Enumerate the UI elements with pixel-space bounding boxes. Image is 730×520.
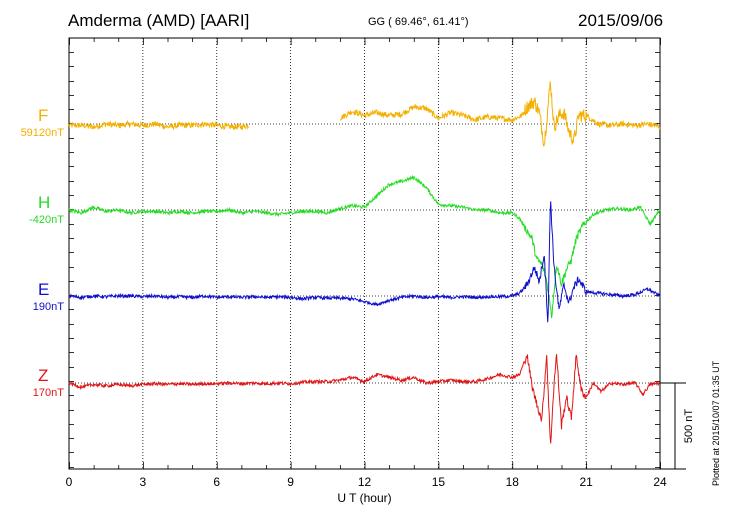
channel-label-f: F [38, 106, 49, 125]
series-line-z [68, 354, 660, 444]
x-tick-label: 24 [653, 475, 667, 489]
x-tick-label: 21 [579, 475, 593, 489]
channel-baseline-z: 170nT [32, 387, 64, 399]
x-tick-label: 3 [140, 475, 147, 489]
geographic-coordinates: GG ( 69.46°, 61.41°) [368, 16, 469, 28]
series-line-e [68, 201, 661, 323]
x-tick-label: 18 [506, 475, 520, 489]
channel-label-e: E [38, 280, 50, 299]
x-tick-label: 12 [358, 475, 372, 489]
plot-frame [68, 37, 661, 470]
x-tick-label: 6 [213, 475, 220, 489]
scale-bar-label: 500 nT [683, 409, 695, 444]
channel-baseline-f: 59120nT [20, 127, 64, 139]
channel-label-h: H [38, 193, 51, 212]
series-line-h [68, 174, 661, 319]
plot-date: 2015/09/06 [578, 11, 664, 30]
station-title: Amderma (AMD) [AARI] [68, 11, 250, 30]
series-line-f [68, 81, 661, 147]
x-axis-label: U T (hour) [337, 491, 391, 505]
channel-baseline-e: 190nT [32, 301, 64, 313]
x-tick-label: 9 [287, 475, 294, 489]
x-tick-label: 15 [432, 475, 446, 489]
channel-baseline-h: -420nT [29, 214, 64, 226]
plotted-timestamp: Plotted at 2015/10/07 01:35 UT [711, 360, 721, 486]
x-tick-label: 0 [66, 475, 73, 489]
channel-label-z: Z [38, 366, 49, 385]
